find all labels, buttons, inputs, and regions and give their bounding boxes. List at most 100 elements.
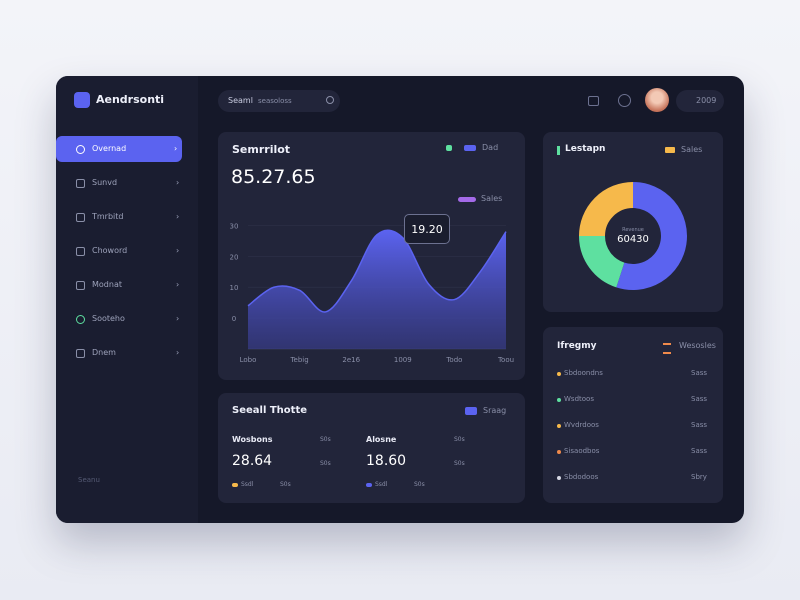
tab-dot[interactable] — [464, 145, 476, 151]
item-dot — [557, 424, 561, 428]
tab-dot[interactable] — [446, 145, 452, 151]
sidebar: Aendrsonti Overnad › Sunvd › Tmrbitd › Choword… — [56, 76, 198, 523]
nav-item[interactable]: Tmrbitd › — [56, 204, 182, 230]
item-value: Sass — [691, 395, 708, 403]
nav-chevron: › — [176, 280, 180, 289]
stat-swatch — [366, 483, 372, 487]
stat-note: Ssdl — [375, 481, 388, 488]
main-total: 85.27.65 — [231, 166, 316, 188]
search-icon — [326, 96, 334, 104]
logo-icon — [74, 92, 90, 108]
tooltip: 19.20 — [404, 214, 450, 244]
stat-label: Alosne — [366, 435, 397, 444]
donut-segment — [616, 182, 687, 290]
stat-delta: S0s — [414, 481, 425, 488]
nav-chevron: › — [176, 314, 180, 323]
nav-item[interactable]: Dnem › — [56, 340, 182, 366]
area-line — [247, 229, 507, 313]
user-label: 2009 — [696, 96, 717, 105]
summary-card: Seeall Thotte Sraag Wosbons S0s 28.64 S0s Ss… — [218, 393, 525, 503]
nav-label: Tmrbitd — [92, 212, 124, 221]
nav-chevron: › — [176, 212, 180, 221]
legend-label: Sales — [481, 194, 503, 203]
nav-chevron: › — [174, 144, 178, 153]
nav-label: Overnad — [92, 144, 127, 153]
item-name: Sbdodoos — [564, 473, 599, 481]
category-action[interactable]: Wesosles — [679, 341, 716, 350]
legend-swatch — [665, 147, 675, 153]
y-tick-label: 20 — [230, 253, 239, 261]
title-bar — [557, 146, 560, 155]
stat-swatch — [232, 483, 238, 487]
nav-item[interactable]: Modnat › — [56, 272, 182, 298]
item-dot — [557, 372, 561, 376]
tab-label[interactable]: Dad — [482, 143, 499, 152]
item-value: Sbry — [691, 473, 707, 481]
y-tick-label: 10 — [230, 284, 239, 292]
nav-chevron: › — [176, 178, 180, 187]
summary-legend: Sraag — [483, 406, 507, 415]
item-dot — [557, 398, 561, 402]
nav-label: Modnat — [92, 280, 122, 289]
item-value: Sass — [691, 447, 708, 455]
donut-segment — [579, 182, 634, 237]
nav-item[interactable]: Sooteho › — [56, 306, 182, 332]
search-placeholder: Seaml — [228, 96, 253, 105]
x-tick-label: Lobo — [240, 356, 257, 364]
item-dot — [557, 476, 561, 480]
nav-item[interactable]: Overnad › — [56, 136, 182, 162]
y-tick-label: 0 — [232, 315, 236, 323]
nav-item[interactable]: Choword › — [56, 238, 182, 264]
nav-icon — [76, 247, 85, 256]
legend-swatch — [458, 197, 476, 202]
y-tick-label: 30 — [230, 222, 239, 230]
donut-legend: Sales — [681, 145, 703, 154]
sidebar-footer[interactable]: Seanu — [78, 476, 100, 484]
x-tick-label: 2e16 — [342, 356, 360, 364]
stat-value: 28.64 — [232, 453, 273, 469]
search-hint: seasoloss — [258, 97, 292, 105]
nav-label: Sooteho — [92, 314, 125, 323]
item-name: Wsdtoos — [564, 395, 594, 403]
x-tick-label: 1009 — [394, 356, 412, 364]
bell-icon[interactable] — [618, 94, 631, 107]
nav-icon — [76, 213, 85, 222]
donut-segment — [579, 235, 626, 288]
nav-label: Sunvd — [92, 178, 118, 187]
nav-label: Choword — [92, 246, 128, 255]
stat-unit: S0s — [320, 436, 331, 443]
x-tick-label: Toou — [497, 356, 514, 364]
item-value: Sass — [691, 369, 708, 377]
stat-label: Wosbons — [232, 435, 273, 444]
mail-icon[interactable] — [588, 96, 599, 106]
search-box[interactable]: Seaml seasoloss — [218, 90, 340, 112]
nav-chevron: › — [176, 246, 180, 255]
nav-label: Dnem — [92, 348, 116, 357]
item-name: Sbdoondns — [564, 369, 603, 377]
x-tick-label: Todo — [445, 356, 462, 364]
nav-item[interactable]: Sunvd › — [56, 170, 182, 196]
logo-text: Aendrsonti — [96, 93, 165, 106]
center-label: Revenue — [622, 227, 644, 233]
center-value: 60430 — [617, 234, 649, 245]
stat-unit: S0s — [454, 460, 465, 467]
nav-icon — [76, 349, 85, 358]
avatar[interactable] — [645, 88, 669, 112]
main-chart-card: Semrrilot Dad 85.27.65 Sales 0 10 20 30 Lobo… — [218, 132, 525, 380]
stat-note: Ssdl — [241, 481, 254, 488]
category-card: Ifregmy Wesosles Sbdoondns Sass Wsdtoos Sas… — [543, 327, 723, 503]
user-chip[interactable]: 2009 — [676, 90, 724, 112]
donut-card: Lestapn Sales Revenue 60430 — [543, 132, 723, 312]
stat-value: 18.60 — [366, 453, 407, 469]
item-value: Sass — [691, 421, 708, 429]
list-icon — [663, 343, 671, 354]
nav-icon — [76, 315, 85, 324]
item-name: Wvdrdoos — [564, 421, 599, 429]
nav-icon — [76, 145, 85, 154]
nav-chevron: › — [176, 348, 180, 357]
main-chart-title: Semrrilot — [232, 143, 291, 156]
legend-swatch — [465, 407, 477, 415]
